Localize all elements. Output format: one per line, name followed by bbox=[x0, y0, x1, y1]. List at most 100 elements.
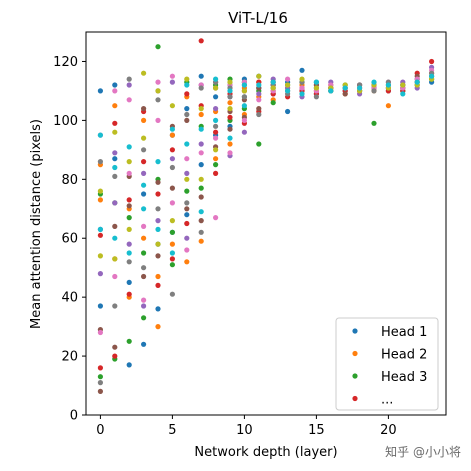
data-point-series-9 bbox=[169, 103, 175, 109]
data-point-series-4 bbox=[198, 38, 204, 44]
data-point-series-7 bbox=[126, 97, 132, 103]
data-point-series-10 bbox=[299, 91, 305, 97]
data-point-series-6 bbox=[184, 206, 190, 212]
data-point-series-10 bbox=[184, 141, 190, 147]
data-point-series-7 bbox=[213, 135, 219, 141]
legend-label: Head 2 bbox=[381, 348, 427, 363]
data-point-series-9 bbox=[198, 176, 204, 182]
data-point-series-9 bbox=[270, 85, 276, 91]
data-point-series-2 bbox=[155, 273, 161, 280]
legend-marker bbox=[352, 395, 358, 402]
data-point-series-8 bbox=[141, 265, 147, 271]
data-point-series-9 bbox=[213, 85, 219, 91]
data-point-series-6 bbox=[112, 344, 118, 350]
data-point-series-3 bbox=[169, 229, 175, 235]
data-point-series-10 bbox=[155, 226, 161, 232]
data-point-series-9 bbox=[213, 147, 219, 153]
data-point-series-7 bbox=[141, 297, 147, 303]
data-point-series-4 bbox=[97, 232, 103, 238]
data-point-series-8 bbox=[155, 97, 161, 103]
data-point-series-9 bbox=[285, 82, 291, 88]
data-point-series-6 bbox=[141, 106, 147, 112]
data-point-series-5 bbox=[241, 129, 247, 135]
data-point-series-8 bbox=[97, 159, 103, 165]
data-point-series-10 bbox=[385, 82, 391, 88]
data-point-series-2 bbox=[184, 259, 190, 265]
data-point-series-3 bbox=[270, 100, 276, 106]
data-point-series-4 bbox=[126, 197, 132, 203]
data-point-series-3 bbox=[169, 262, 175, 268]
data-point-series-5 bbox=[126, 82, 132, 88]
data-point-series-7 bbox=[198, 150, 204, 156]
y-tick-label: 120 bbox=[53, 55, 78, 70]
data-point-series-10 bbox=[256, 82, 262, 88]
data-point-series-10 bbox=[429, 73, 435, 79]
data-point-series-6 bbox=[141, 273, 147, 280]
data-point-series-9 bbox=[313, 85, 319, 91]
data-point-series-4 bbox=[126, 291, 132, 297]
data-point-series-10 bbox=[198, 209, 204, 215]
data-point-series-9 bbox=[97, 188, 103, 194]
data-point-series-10 bbox=[371, 79, 377, 85]
data-point-series-5 bbox=[126, 241, 132, 247]
data-point-series-4 bbox=[112, 120, 118, 126]
data-point-series-1 bbox=[155, 306, 161, 312]
data-point-series-2 bbox=[141, 235, 147, 241]
data-point-series-9 bbox=[155, 88, 161, 94]
data-point-series-5 bbox=[198, 141, 204, 147]
data-points bbox=[97, 38, 435, 394]
data-point-series-10 bbox=[155, 159, 161, 165]
data-point-series-9 bbox=[400, 82, 406, 88]
data-point-series-7 bbox=[241, 117, 247, 123]
data-point-series-10 bbox=[313, 79, 319, 85]
data-point-series-6 bbox=[126, 203, 132, 209]
data-point-series-1 bbox=[198, 162, 204, 168]
data-point-series-10 bbox=[285, 88, 291, 94]
data-point-series-8 bbox=[126, 259, 132, 265]
data-point-series-5 bbox=[112, 150, 118, 156]
legend-label: ... bbox=[381, 393, 393, 408]
data-point-series-7 bbox=[112, 273, 118, 280]
data-point-series-8 bbox=[169, 164, 175, 171]
data-point-series-4 bbox=[141, 159, 147, 165]
data-point-series-1 bbox=[184, 212, 190, 218]
data-point-series-10 bbox=[112, 235, 118, 241]
data-point-series-6 bbox=[112, 223, 118, 229]
data-point-series-9 bbox=[299, 76, 305, 82]
legend-marker bbox=[352, 350, 358, 357]
data-point-series-1 bbox=[141, 191, 147, 197]
data-point-series-7 bbox=[184, 247, 190, 253]
legend-marker bbox=[352, 373, 358, 379]
data-point-series-7 bbox=[285, 76, 291, 82]
x-tick-label: 20 bbox=[380, 423, 397, 438]
data-point-series-9 bbox=[141, 135, 147, 141]
data-point-series-5 bbox=[141, 170, 147, 176]
data-point-series-8 bbox=[184, 111, 190, 118]
data-point-series-6 bbox=[184, 117, 190, 123]
data-point-series-2 bbox=[198, 111, 204, 118]
data-point-series-5 bbox=[184, 170, 190, 176]
data-point-series-9 bbox=[227, 106, 233, 112]
data-point-series-8 bbox=[227, 94, 233, 100]
data-point-series-5 bbox=[155, 218, 161, 224]
data-point-series-10 bbox=[184, 82, 190, 88]
legend-label: Head 1 bbox=[381, 325, 427, 340]
plot-frame bbox=[85, 31, 447, 416]
data-point-series-7 bbox=[184, 156, 190, 162]
legend-frame bbox=[335, 317, 439, 411]
data-point-series-8 bbox=[241, 94, 247, 100]
data-point-series-8 bbox=[256, 111, 262, 118]
data-point-series-2 bbox=[141, 117, 147, 123]
data-point-series-6 bbox=[227, 126, 233, 132]
x-tick-label: 10 bbox=[236, 423, 253, 438]
data-point-series-9 bbox=[184, 76, 190, 82]
data-point-series-2 bbox=[169, 132, 175, 138]
y-axis-ticks: 0 20 40 60 80 100 120 bbox=[53, 55, 86, 424]
data-point-series-4 bbox=[429, 58, 435, 65]
data-point-series-8 bbox=[97, 380, 103, 386]
data-point-series-10 bbox=[270, 79, 276, 85]
data-point-series-1 bbox=[112, 156, 118, 162]
data-point-series-3 bbox=[213, 162, 219, 168]
data-point-series-8 bbox=[112, 173, 118, 179]
legend-marker bbox=[352, 328, 358, 334]
